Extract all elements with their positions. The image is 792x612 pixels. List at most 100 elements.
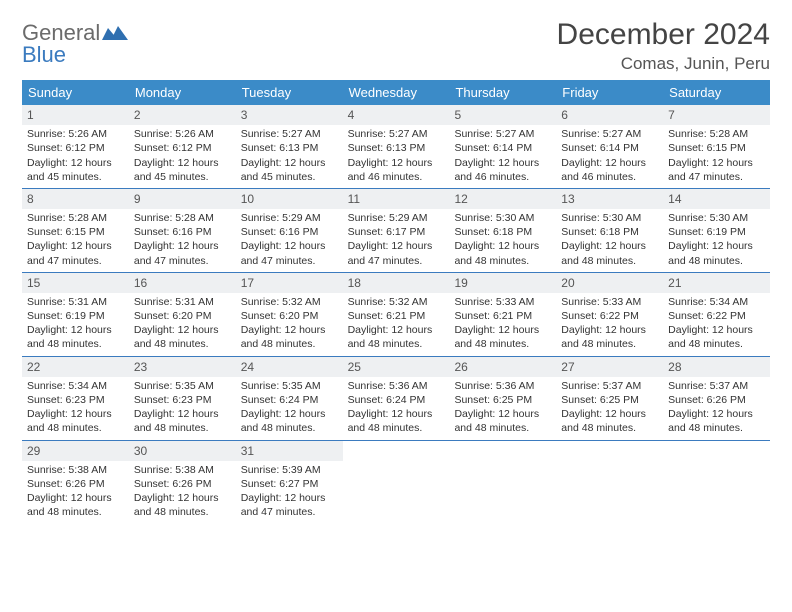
day-cell: 27Sunrise: 5:37 AMSunset: 6:25 PMDayligh…: [556, 357, 663, 440]
sunrise-text: Sunrise: 5:26 AM: [134, 127, 231, 141]
day-cell: 20Sunrise: 5:33 AMSunset: 6:22 PMDayligh…: [556, 273, 663, 356]
day-number: 23: [129, 357, 236, 377]
day-number: 30: [129, 441, 236, 461]
daylight-text: Daylight: 12 hours and 47 minutes.: [668, 156, 765, 184]
day-number: 6: [556, 105, 663, 125]
day-cell: 31Sunrise: 5:39 AMSunset: 6:27 PMDayligh…: [236, 441, 343, 524]
day-body: Sunrise: 5:36 AMSunset: 6:24 PMDaylight:…: [343, 379, 450, 440]
daylight-text: Daylight: 12 hours and 48 minutes.: [668, 323, 765, 351]
weekday-header: Wednesday: [343, 80, 450, 105]
day-body: Sunrise: 5:30 AMSunset: 6:18 PMDaylight:…: [556, 211, 663, 272]
day-body: Sunrise: 5:35 AMSunset: 6:23 PMDaylight:…: [129, 379, 236, 440]
day-number: 13: [556, 189, 663, 209]
sunrise-text: Sunrise: 5:31 AM: [27, 295, 124, 309]
sunrise-text: Sunrise: 5:38 AM: [27, 463, 124, 477]
day-cell-empty: [556, 441, 663, 524]
day-cell: 18Sunrise: 5:32 AMSunset: 6:21 PMDayligh…: [343, 273, 450, 356]
sunrise-text: Sunrise: 5:30 AM: [454, 211, 551, 225]
day-body: Sunrise: 5:28 AMSunset: 6:15 PMDaylight:…: [22, 211, 129, 272]
logo-text-bottom: Blue: [22, 42, 66, 67]
sunset-text: Sunset: 6:14 PM: [561, 141, 658, 155]
day-cell-empty: [449, 441, 556, 524]
day-body: Sunrise: 5:33 AMSunset: 6:21 PMDaylight:…: [449, 295, 556, 356]
day-cell: 17Sunrise: 5:32 AMSunset: 6:20 PMDayligh…: [236, 273, 343, 356]
calendar-page: General Blue December 2024 Comas, Junin,…: [0, 0, 792, 533]
month-title: December 2024: [557, 18, 770, 52]
day-number: 27: [556, 357, 663, 377]
sunrise-text: Sunrise: 5:32 AM: [241, 295, 338, 309]
day-body: Sunrise: 5:35 AMSunset: 6:24 PMDaylight:…: [236, 379, 343, 440]
day-body: Sunrise: 5:34 AMSunset: 6:22 PMDaylight:…: [663, 295, 770, 356]
day-body: Sunrise: 5:32 AMSunset: 6:21 PMDaylight:…: [343, 295, 450, 356]
day-body: Sunrise: 5:33 AMSunset: 6:22 PMDaylight:…: [556, 295, 663, 356]
day-cell: 12Sunrise: 5:30 AMSunset: 6:18 PMDayligh…: [449, 189, 556, 272]
daylight-text: Daylight: 12 hours and 48 minutes.: [134, 323, 231, 351]
sunset-text: Sunset: 6:13 PM: [241, 141, 338, 155]
sunrise-text: Sunrise: 5:28 AM: [668, 127, 765, 141]
day-cell: 10Sunrise: 5:29 AMSunset: 6:16 PMDayligh…: [236, 189, 343, 272]
sunset-text: Sunset: 6:18 PM: [561, 225, 658, 239]
day-body: Sunrise: 5:27 AMSunset: 6:13 PMDaylight:…: [236, 127, 343, 188]
day-number: 26: [449, 357, 556, 377]
daylight-text: Daylight: 12 hours and 48 minutes.: [348, 407, 445, 435]
daylight-text: Daylight: 12 hours and 48 minutes.: [454, 407, 551, 435]
day-cell: 21Sunrise: 5:34 AMSunset: 6:22 PMDayligh…: [663, 273, 770, 356]
day-cell: 26Sunrise: 5:36 AMSunset: 6:25 PMDayligh…: [449, 357, 556, 440]
weekday-header: Tuesday: [236, 80, 343, 105]
sunrise-text: Sunrise: 5:31 AM: [134, 295, 231, 309]
sunrise-text: Sunrise: 5:28 AM: [134, 211, 231, 225]
sunrise-text: Sunrise: 5:36 AM: [348, 379, 445, 393]
day-cell-empty: [663, 441, 770, 524]
sunrise-text: Sunrise: 5:33 AM: [454, 295, 551, 309]
day-cell: 28Sunrise: 5:37 AMSunset: 6:26 PMDayligh…: [663, 357, 770, 440]
sunset-text: Sunset: 6:23 PM: [134, 393, 231, 407]
day-number: 1: [22, 105, 129, 125]
sunrise-text: Sunrise: 5:39 AM: [241, 463, 338, 477]
sunset-text: Sunset: 6:26 PM: [668, 393, 765, 407]
sunset-text: Sunset: 6:26 PM: [27, 477, 124, 491]
daylight-text: Daylight: 12 hours and 45 minutes.: [134, 156, 231, 184]
day-cell: 29Sunrise: 5:38 AMSunset: 6:26 PMDayligh…: [22, 441, 129, 524]
daylight-text: Daylight: 12 hours and 46 minutes.: [561, 156, 658, 184]
weekday-header: Friday: [556, 80, 663, 105]
day-body: Sunrise: 5:26 AMSunset: 6:12 PMDaylight:…: [22, 127, 129, 188]
day-number: 22: [22, 357, 129, 377]
calendar: SundayMondayTuesdayWednesdayThursdayFrid…: [22, 80, 770, 523]
day-cell: 8Sunrise: 5:28 AMSunset: 6:15 PMDaylight…: [22, 189, 129, 272]
sunset-text: Sunset: 6:17 PM: [348, 225, 445, 239]
week-row: 22Sunrise: 5:34 AMSunset: 6:23 PMDayligh…: [22, 357, 770, 441]
sunset-text: Sunset: 6:21 PM: [454, 309, 551, 323]
sunset-text: Sunset: 6:19 PM: [27, 309, 124, 323]
day-number: 31: [236, 441, 343, 461]
sunset-text: Sunset: 6:24 PM: [348, 393, 445, 407]
day-number: 8: [22, 189, 129, 209]
sunset-text: Sunset: 6:13 PM: [348, 141, 445, 155]
sunset-text: Sunset: 6:24 PM: [241, 393, 338, 407]
day-body: Sunrise: 5:29 AMSunset: 6:16 PMDaylight:…: [236, 211, 343, 272]
day-number: 20: [556, 273, 663, 293]
day-body: Sunrise: 5:27 AMSunset: 6:13 PMDaylight:…: [343, 127, 450, 188]
day-cell: 6Sunrise: 5:27 AMSunset: 6:14 PMDaylight…: [556, 105, 663, 188]
week-row: 29Sunrise: 5:38 AMSunset: 6:26 PMDayligh…: [22, 441, 770, 524]
daylight-text: Daylight: 12 hours and 48 minutes.: [27, 491, 124, 519]
day-body: Sunrise: 5:30 AMSunset: 6:18 PMDaylight:…: [449, 211, 556, 272]
daylight-text: Daylight: 12 hours and 48 minutes.: [241, 407, 338, 435]
daylight-text: Daylight: 12 hours and 48 minutes.: [134, 491, 231, 519]
sunset-text: Sunset: 6:20 PM: [134, 309, 231, 323]
day-cell: 23Sunrise: 5:35 AMSunset: 6:23 PMDayligh…: [129, 357, 236, 440]
daylight-text: Daylight: 12 hours and 47 minutes.: [348, 239, 445, 267]
day-cell: 25Sunrise: 5:36 AMSunset: 6:24 PMDayligh…: [343, 357, 450, 440]
sunrise-text: Sunrise: 5:34 AM: [668, 295, 765, 309]
sunrise-text: Sunrise: 5:37 AM: [668, 379, 765, 393]
day-number: 9: [129, 189, 236, 209]
day-cell: 11Sunrise: 5:29 AMSunset: 6:17 PMDayligh…: [343, 189, 450, 272]
day-number: 7: [663, 105, 770, 125]
day-number: 28: [663, 357, 770, 377]
daylight-text: Daylight: 12 hours and 48 minutes.: [454, 239, 551, 267]
day-number: 24: [236, 357, 343, 377]
day-body: Sunrise: 5:27 AMSunset: 6:14 PMDaylight:…: [556, 127, 663, 188]
sunset-text: Sunset: 6:25 PM: [454, 393, 551, 407]
calendar-body: 1Sunrise: 5:26 AMSunset: 6:12 PMDaylight…: [22, 105, 770, 523]
sunset-text: Sunset: 6:16 PM: [134, 225, 231, 239]
day-number: 19: [449, 273, 556, 293]
